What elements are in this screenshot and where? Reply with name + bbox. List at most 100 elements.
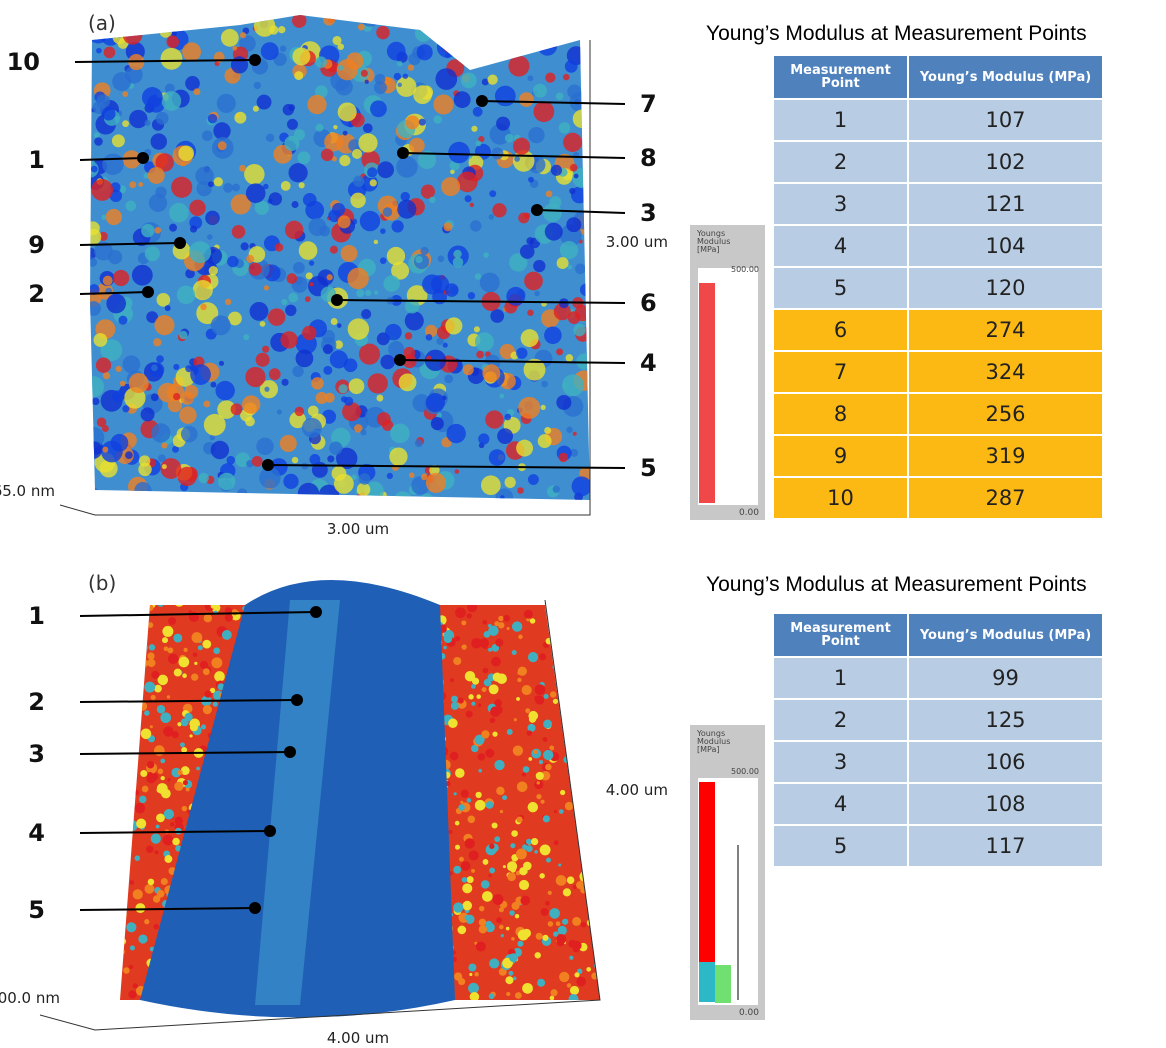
- header-row: Measurement Point Young’s Modulus (MPa): [772, 54, 1104, 100]
- texture: [109, 189, 123, 203]
- texture: [489, 717, 496, 724]
- leader-line: [536, 209, 626, 214]
- texture: [417, 150, 437, 170]
- texture: [479, 905, 485, 912]
- texture: [122, 24, 143, 45]
- texture: [169, 497, 185, 500]
- texture: [506, 992, 511, 997]
- texture: [518, 634, 523, 640]
- texture: [154, 745, 165, 756]
- texture: [552, 663, 559, 670]
- texture: [564, 801, 574, 811]
- texture: [579, 605, 590, 608]
- texture: [383, 275, 400, 292]
- texture: [479, 272, 500, 293]
- texture: [425, 324, 438, 338]
- texture: [573, 711, 577, 715]
- texture: [420, 15, 429, 21]
- texture: [134, 694, 142, 702]
- texture: [149, 725, 153, 729]
- texture: [573, 323, 586, 337]
- texture: [176, 285, 196, 305]
- texture: [192, 652, 198, 658]
- texture: [224, 298, 232, 306]
- texture: [352, 148, 363, 159]
- texture: [265, 133, 275, 142]
- texture: [268, 192, 283, 206]
- texture: [285, 304, 297, 316]
- texture: [171, 30, 178, 37]
- texture: [132, 983, 138, 989]
- texture: [454, 844, 461, 850]
- y-axis-label: 4.00 um: [606, 781, 668, 799]
- texture: [120, 781, 126, 788]
- texture: [403, 346, 416, 359]
- texture: [506, 626, 510, 631]
- leader-line: [481, 100, 626, 105]
- texture: [200, 724, 207, 730]
- texture: [179, 330, 188, 340]
- texture: [420, 493, 434, 500]
- texture: [259, 467, 281, 489]
- texture: [455, 607, 466, 619]
- texture: [539, 844, 551, 856]
- texture: [90, 426, 105, 448]
- texture: [480, 880, 490, 889]
- texture: [380, 228, 386, 234]
- texture: [280, 180, 291, 191]
- texture: [105, 208, 122, 226]
- texture: [456, 171, 478, 193]
- texture: [452, 257, 464, 268]
- table-cell: 4: [772, 224, 909, 268]
- texture: [163, 726, 174, 737]
- texture: [178, 145, 194, 162]
- texture: [531, 837, 539, 846]
- point-label: 4: [640, 349, 657, 377]
- texture: [171, 731, 179, 739]
- table-cell: 4: [772, 782, 909, 826]
- texture: [125, 451, 133, 459]
- texture: [213, 122, 231, 140]
- texture: [336, 447, 358, 470]
- texture: [543, 24, 554, 35]
- texture: [128, 373, 149, 394]
- texture: [586, 686, 590, 691]
- texture: [169, 223, 178, 232]
- texture: [189, 225, 198, 233]
- texture: [154, 315, 175, 336]
- table-row: 8 256: [772, 392, 1104, 436]
- texture: [551, 15, 563, 22]
- texture: [256, 437, 274, 456]
- texture: [448, 141, 470, 164]
- texture: [94, 241, 113, 261]
- texture: [326, 274, 333, 281]
- texture: [510, 843, 516, 849]
- texture: [555, 664, 560, 669]
- texture: [189, 734, 193, 738]
- texture: [585, 748, 596, 759]
- y-axis-label: 3.00 um: [606, 233, 668, 251]
- texture: [230, 403, 243, 416]
- point-label: 3: [28, 740, 45, 768]
- colorbar-max: 500.00: [731, 265, 759, 274]
- texture: [297, 482, 320, 500]
- texture: [181, 805, 188, 812]
- point-dot: [249, 54, 261, 66]
- texture: [549, 745, 555, 751]
- texture: [276, 409, 282, 415]
- point-dot: [249, 902, 261, 914]
- texture: [126, 765, 136, 775]
- texture: [96, 47, 102, 54]
- texture: [580, 886, 587, 894]
- texture: [491, 147, 504, 160]
- texture: [409, 501, 416, 508]
- texture: [178, 656, 190, 668]
- texture: [161, 91, 182, 111]
- texture: [156, 355, 164, 363]
- point-dot: [310, 606, 322, 618]
- texture: [492, 731, 498, 737]
- texture: [281, 378, 289, 386]
- texture: [512, 27, 518, 33]
- texture: [173, 633, 183, 643]
